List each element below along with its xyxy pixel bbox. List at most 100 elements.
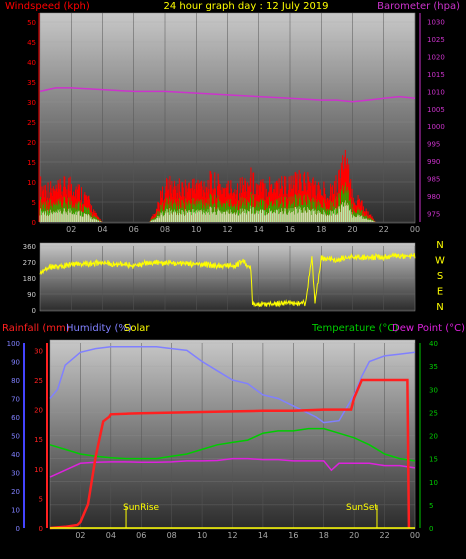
compass-label: N (436, 302, 443, 313)
windspeed-tick-label: 35 (27, 79, 36, 87)
temperature-tick-label: 20 (429, 433, 438, 441)
direction-tick-label: 90 (27, 291, 36, 299)
windspeed-tick-label: 50 (27, 19, 36, 27)
marker-label: SunSet (346, 503, 378, 513)
temp-x-tick-label: 06 (136, 531, 146, 540)
humidity-tick-label: 60 (11, 414, 20, 422)
barometer-tick-label: 1025 (427, 36, 445, 44)
rainfall-tick-label: 30 (34, 347, 43, 355)
temperature-tick-label: 0 (429, 525, 433, 533)
windspeed-tick-label: 45 (27, 39, 36, 47)
humidity-tick-label: 40 (11, 451, 20, 459)
windspeed-tick-label: 0 (32, 219, 36, 227)
humidity-tick-label: 70 (11, 396, 20, 404)
wind-x-tick-label: 12 (222, 225, 232, 234)
barometer-tick-label: 985 (427, 175, 440, 183)
chart-title: 24 hour graph day : 12 July 2019 (163, 1, 328, 12)
barometer-tick-label: 1020 (427, 54, 445, 62)
humidity-tick-label: 80 (11, 377, 20, 385)
barometer-tick-label: 975 (427, 210, 440, 218)
temp-x-tick-label: 02 (75, 531, 85, 540)
direction-tick-label: 180 (23, 275, 36, 283)
humidity-tick-label: 100 (7, 340, 20, 348)
windspeed-tick-label: 25 (27, 119, 36, 127)
windspeed-axis-title: Windspeed (kph) (5, 1, 90, 12)
temp-x-tick-label: 04 (106, 531, 116, 540)
barometer-tick-label: 1015 (427, 71, 445, 79)
compass-label: S (437, 271, 443, 282)
wind-x-tick-label: 16 (285, 225, 295, 234)
rainfall-tick-label: 15 (34, 436, 43, 444)
temp-x-tick-label: 00 (410, 531, 420, 540)
rainfall-legend: Rainfall (mm) (2, 323, 70, 334)
dewpoint-line (49, 457, 416, 478)
humidity-legend: Humidity (%) (66, 323, 132, 334)
temperature-tick-label: 35 (429, 363, 438, 371)
direction-tick-label: 360 (23, 243, 36, 251)
solar-legend: Solar (124, 323, 150, 334)
temperature-tick-label: 40 (429, 340, 438, 348)
compass-label: W (435, 256, 445, 267)
barometer-tick-label: 1010 (427, 88, 445, 96)
windspeed-series (39, 149, 376, 222)
humidity-tick-label: 10 (11, 507, 20, 515)
humidity-tick-label: 30 (11, 470, 20, 478)
temp-x-tick-label: 16 (288, 531, 298, 540)
wind-x-tick-label: 00 (410, 225, 420, 234)
wind-direction-line (39, 251, 416, 308)
humidity-tick-label: 50 (11, 433, 20, 441)
temperature-line (49, 427, 416, 462)
rainfall-tick-label: 5 (39, 495, 43, 503)
windspeed-tick-label: 30 (27, 99, 36, 107)
wind-x-tick-label: 04 (97, 225, 107, 234)
humidity-tick-label: 20 (11, 488, 20, 496)
temperature-tick-label: 30 (429, 386, 438, 394)
wind-x-tick-label: 02 (66, 225, 76, 234)
temp-x-tick-label: 22 (379, 531, 389, 540)
temp-x-tick-label: 12 (227, 531, 237, 540)
compass-label: E (437, 287, 443, 298)
temp-x-tick-label: 14 (258, 531, 268, 540)
windspeed-tick-label: 15 (27, 159, 36, 167)
barometer-tick-label: 980 (427, 193, 440, 201)
temp-x-tick-label: 18 (319, 531, 329, 540)
temperature-tick-label: 15 (429, 456, 438, 464)
direction-tick-label: 270 (23, 259, 36, 267)
temperature-tick-label: 25 (429, 409, 438, 417)
barometer-line (39, 87, 416, 103)
wind-x-tick-label: 18 (316, 225, 326, 234)
dewpoint-legend: Dew Point (°C) (392, 323, 465, 334)
temperature-legend: Temperature (°C) (311, 323, 398, 334)
direction-tick-label: 0 (32, 307, 36, 315)
wind-chart: 0510152025303540455097598098599099510001… (27, 13, 445, 234)
marker-label: SunRise (123, 503, 160, 513)
temp-x-tick-label: 20 (349, 531, 359, 540)
humidity-tick-label: 90 (11, 359, 20, 367)
wind-x-tick-label: 06 (129, 225, 139, 234)
windspeed-tick-label: 5 (32, 199, 36, 207)
wind-x-tick-label: 20 (347, 225, 357, 234)
barometer-tick-label: 1030 (427, 19, 445, 27)
temperature-chart: 0510152025303540010203040506070809010005… (7, 340, 438, 540)
barometer-axis-title: Barometer (hpa) (377, 1, 460, 12)
windspeed-tick-label: 10 (27, 179, 36, 187)
rainfall-line (49, 378, 411, 530)
barometer-tick-label: 1000 (427, 123, 445, 131)
wind-x-tick-label: 14 (254, 225, 264, 234)
compass-label: N (436, 240, 443, 251)
windspeed-tick-label: 20 (27, 139, 36, 147)
temperature-tick-label: 10 (429, 479, 438, 487)
wind-x-tick-label: 08 (160, 225, 170, 234)
temp-x-tick-label: 10 (197, 531, 207, 540)
windspeed-tick-label: 40 (27, 59, 36, 67)
humidity-line (49, 345, 416, 424)
rainfall-tick-label: 25 (34, 377, 43, 385)
rainfall-tick-label: 0 (39, 525, 43, 533)
rainfall-tick-label: 10 (34, 466, 43, 474)
barometer-tick-label: 1005 (427, 106, 445, 114)
barometer-tick-label: 995 (427, 141, 440, 149)
barometer-tick-label: 990 (427, 158, 440, 166)
